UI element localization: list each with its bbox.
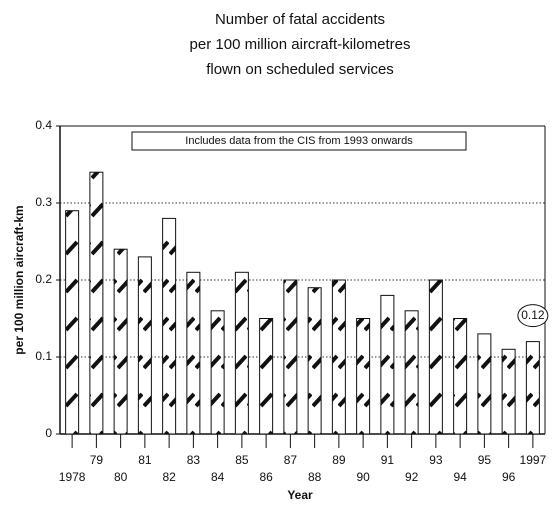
bar-hatch — [138, 256, 152, 434]
y-tick-label: 0 — [45, 426, 52, 440]
bar-hatch — [405, 310, 419, 434]
bar-hatch — [65, 210, 79, 434]
x-tick-label: 81 — [138, 453, 152, 467]
x-tick-label: 1978 — [59, 470, 86, 484]
chart-title: flown on scheduled services — [206, 61, 394, 78]
x-tick-label: 88 — [308, 470, 322, 484]
y-tick-label: 0.4 — [35, 118, 52, 132]
x-tick-label: 87 — [284, 453, 298, 467]
bar-hatch — [429, 280, 443, 434]
bar-hatch — [114, 249, 128, 434]
x-tick-label: 80 — [114, 470, 128, 484]
bar-hatch — [380, 295, 394, 434]
x-tick-label: 93 — [429, 453, 443, 467]
bar-hatch — [162, 218, 176, 434]
x-tick-label: 94 — [453, 470, 467, 484]
bar-hatch — [477, 333, 491, 434]
bar-hatch — [332, 280, 346, 434]
y-tick-label: 0.2 — [35, 272, 52, 286]
x-tick-label: 90 — [356, 470, 370, 484]
bar-hatch — [356, 318, 370, 434]
data-label: 0.12 — [521, 308, 545, 322]
bar-hatch — [211, 310, 225, 434]
bar-hatch — [453, 318, 467, 434]
x-tick-label: 91 — [381, 453, 395, 467]
x-axis-title: Year — [287, 488, 313, 502]
x-tick-label: 96 — [502, 470, 516, 484]
y-tick-label: 0.3 — [35, 195, 52, 209]
x-tick-label: 85 — [235, 453, 249, 467]
bar-hatch — [502, 349, 516, 434]
x-tick-label: 89 — [332, 453, 346, 467]
x-tick-label: 86 — [259, 470, 273, 484]
x-tick-label: 95 — [478, 453, 492, 467]
y-axis-title: per 100 million aircraft-km — [12, 205, 26, 354]
x-tick-label: 83 — [187, 453, 201, 467]
chart-title: per 100 million aircraft-kilometres — [190, 36, 411, 53]
annotation-box — [131, 131, 467, 151]
bar-hatch — [186, 272, 200, 434]
bar-hatch — [526, 341, 540, 434]
x-tick-label: 84 — [211, 470, 225, 484]
x-tick-label: 79 — [90, 453, 104, 467]
y-tick-label: 0.1 — [35, 349, 52, 363]
chart-title: Number of fatal accidents — [215, 11, 385, 28]
x-tick-label: 82 — [162, 470, 176, 484]
bar-hatch — [308, 287, 322, 434]
bar-hatch — [89, 172, 103, 434]
x-tick-label: 92 — [405, 470, 419, 484]
bar-hatch — [259, 318, 273, 434]
x-tick-label: 1997 — [520, 453, 547, 467]
annotation: Includes data from the CIS from 1993 onw… — [185, 135, 413, 147]
bar-hatch — [235, 272, 249, 434]
callout — [517, 304, 549, 328]
bar-hatch — [283, 280, 297, 434]
